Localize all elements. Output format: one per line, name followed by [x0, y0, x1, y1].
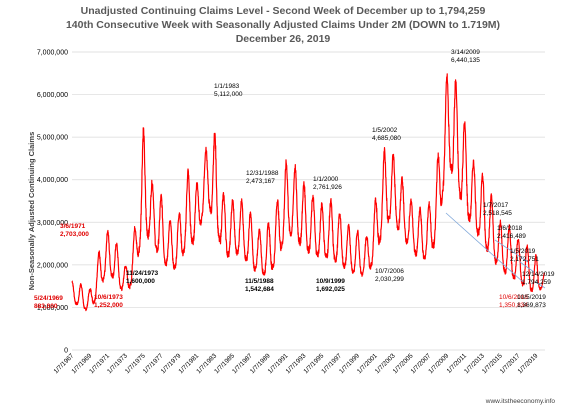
annotation-value: 2,703,000	[60, 231, 89, 238]
annotation-value: 2,172,751	[510, 256, 539, 263]
annotation-date: 10/6/1973	[94, 294, 123, 301]
annotation-value: 2,518,545	[483, 210, 512, 217]
annotation-value: 1,794,259	[522, 279, 551, 286]
annotation-value: 883,000	[34, 303, 58, 310]
annotation-value: 2,761,926	[313, 184, 342, 191]
x-axis: 1/7/19671/7/19691/7/19711/7/19731/7/1975…	[53, 352, 540, 375]
annotation-date: 3/14/2009	[451, 49, 480, 56]
annotation-arrow	[535, 281, 546, 289]
annotation-arrow	[519, 261, 535, 273]
y-tick-label: 4,000,000	[37, 177, 68, 184]
annotation-value: 2,473,167	[246, 178, 275, 185]
annotation-arrows	[445, 212, 546, 289]
annotation-value: 1,600,000	[126, 278, 155, 285]
x-tick-label: 1/7/2019	[517, 352, 540, 375]
continuing-claims-series	[71, 73, 546, 312]
annotation-value: 5,112,000	[214, 91, 243, 98]
annotation-date: 1/7/2017	[483, 202, 509, 209]
annotation-date: 1/6/2018	[497, 225, 523, 232]
annotation-date: 10/9/1999	[316, 278, 345, 285]
series-group	[71, 73, 546, 312]
y-axis-label: Non-Seasonally Adjusted Continuing Claim…	[27, 132, 36, 291]
chart-title: Unadjusted Continuing Claims Level - Sec…	[66, 5, 500, 45]
title-line-2: 140th Consecutive Week with Seasonally A…	[66, 19, 500, 31]
y-tick-label: 6,000,000	[37, 92, 68, 99]
annotation-date: 11/24/1973	[126, 270, 159, 277]
annotation-value: 4,685,080	[372, 135, 401, 142]
annotation-value: 1,692,025	[316, 286, 345, 293]
annotation-arrow	[445, 212, 524, 283]
title-line-1: Unadjusted Continuing Claims Level - Sec…	[81, 5, 486, 17]
annotation-value: 2,030,299	[375, 276, 404, 283]
annotation-value: 1,369,873	[517, 302, 546, 309]
annotation-date: 10/7/2006	[375, 268, 404, 275]
y-tick-label: 7,000,000	[37, 50, 68, 57]
annotation-date: 1/1/1983	[214, 83, 240, 90]
y-tick-label: 5,000,000	[37, 135, 68, 142]
y-axis: 0 1,000,000 2,000,000 3,000,000 4,000,000 5,0…	[37, 50, 68, 355]
annotation-date: 10/6/2018	[499, 294, 528, 301]
y-tick-label: 3,000,000	[37, 220, 68, 227]
y-tick-label: 2,000,000	[37, 262, 68, 269]
annotation-value: 6,440,135	[451, 57, 480, 64]
annotation-date: 12/31/1988	[246, 170, 279, 177]
annotation-date: 1/1/2000	[313, 176, 339, 183]
annotation-date: 5/24/1969	[34, 295, 63, 302]
source-credit: www.itstheeconomy.info	[485, 398, 556, 405]
annotation-value: 1,252,000	[94, 302, 123, 309]
annotation-date: 3/6/1971	[60, 223, 86, 230]
y-tick-label: 1,000,000	[37, 305, 68, 312]
annotation-value: 1,542,684	[245, 286, 274, 293]
title-line-3: December 26, 2019	[236, 33, 331, 45]
annotation-arrow	[494, 239, 529, 263]
grid-lines	[72, 51, 545, 351]
annotation-value: 2,416,489	[497, 233, 526, 240]
annotation-date: 12/14/2019	[522, 271, 555, 278]
annotation-date: 1/5/2002	[372, 127, 398, 134]
annotation-date: 1/5/2019	[510, 248, 536, 255]
annotation-date: 10/5/2019	[517, 294, 546, 301]
y-tick-label: 0	[64, 348, 68, 355]
annotation-date: 11/5/1988	[245, 278, 274, 285]
annotation-value: 1,350,834	[499, 302, 528, 309]
